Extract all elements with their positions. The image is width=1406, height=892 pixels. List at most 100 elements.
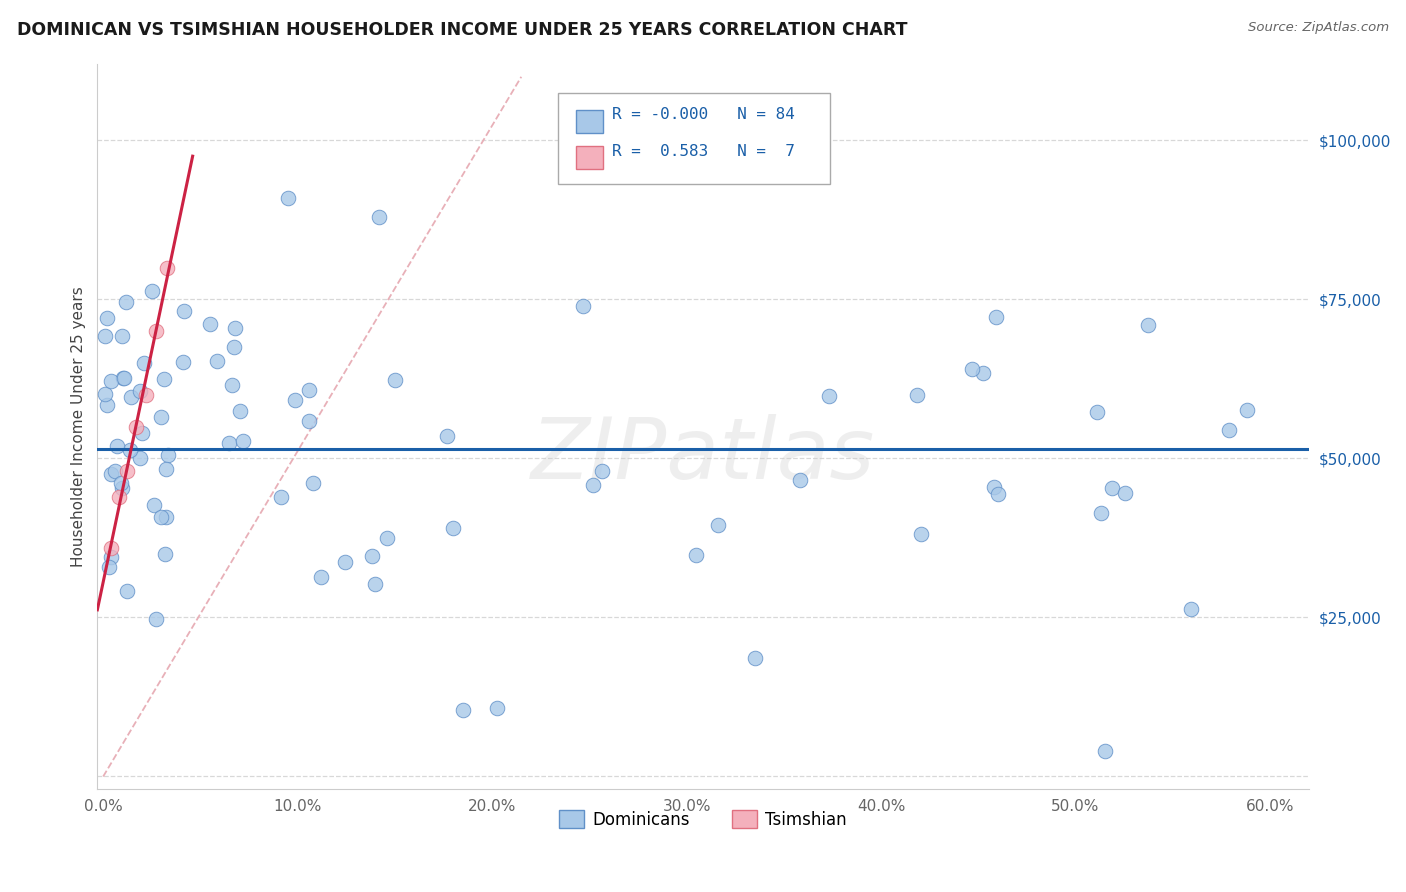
Point xyxy=(571,299,593,313)
Point xyxy=(111,481,134,495)
Point xyxy=(363,577,385,591)
Point xyxy=(1218,423,1240,437)
Point xyxy=(1180,601,1202,615)
Point xyxy=(100,550,122,565)
Point xyxy=(172,355,194,369)
Bar xyxy=(576,110,603,133)
Point xyxy=(153,371,176,385)
Point xyxy=(120,442,142,457)
Point xyxy=(270,490,292,504)
Point xyxy=(134,356,156,370)
Point xyxy=(384,373,406,387)
Point xyxy=(125,419,148,434)
Point xyxy=(100,374,122,388)
Point xyxy=(207,354,229,368)
Point xyxy=(1094,744,1116,758)
Point xyxy=(232,434,254,448)
Point xyxy=(114,294,136,309)
Point xyxy=(135,388,157,402)
Point xyxy=(100,467,122,481)
Point xyxy=(222,340,245,354)
Point xyxy=(112,371,135,385)
Point xyxy=(155,509,177,524)
Point xyxy=(277,191,299,205)
Point xyxy=(156,260,179,275)
Point xyxy=(1137,318,1160,333)
Point xyxy=(1090,506,1112,520)
Point xyxy=(100,541,122,555)
Legend: Dominicans, Tsimshian: Dominicans, Tsimshian xyxy=(553,804,853,835)
Point xyxy=(335,555,357,569)
Point xyxy=(111,329,134,343)
Point xyxy=(150,509,173,524)
Point xyxy=(198,318,221,332)
Point xyxy=(131,425,153,440)
Point xyxy=(107,490,129,504)
Point xyxy=(591,464,613,478)
Text: Source: ZipAtlas.com: Source: ZipAtlas.com xyxy=(1249,21,1389,35)
Point xyxy=(436,429,458,443)
Point xyxy=(685,549,707,563)
Text: DOMINICAN VS TSIMSHIAN HOUSEHOLDER INCOME UNDER 25 YEARS CORRELATION CHART: DOMINICAN VS TSIMSHIAN HOUSEHOLDER INCOM… xyxy=(17,21,907,39)
Point xyxy=(107,439,129,453)
Point xyxy=(110,475,132,490)
Point xyxy=(145,324,167,338)
Point xyxy=(94,386,117,401)
Point xyxy=(972,366,994,380)
Point xyxy=(221,377,243,392)
Point xyxy=(910,526,932,541)
Point xyxy=(360,549,382,563)
Point xyxy=(94,328,117,343)
Point xyxy=(157,449,180,463)
Point xyxy=(120,391,142,405)
Point xyxy=(983,480,1005,494)
Point xyxy=(441,521,464,535)
Text: ZIPatlas: ZIPatlas xyxy=(531,414,876,497)
Point xyxy=(115,584,138,599)
Point xyxy=(104,464,127,478)
Point xyxy=(582,478,605,492)
Point xyxy=(224,321,246,335)
Point xyxy=(960,362,983,376)
Point xyxy=(229,404,252,418)
Point xyxy=(744,650,766,665)
Text: R = -0.000   N = 84: R = -0.000 N = 84 xyxy=(612,107,796,122)
Point xyxy=(173,304,195,318)
Point xyxy=(905,388,928,402)
Point xyxy=(155,462,177,476)
Point xyxy=(129,451,152,466)
Point xyxy=(129,384,152,399)
Point xyxy=(1114,486,1136,500)
Point xyxy=(1236,402,1258,417)
Point xyxy=(96,311,118,326)
Point xyxy=(486,701,509,715)
Point xyxy=(451,703,474,717)
Point xyxy=(111,371,134,385)
Point xyxy=(986,310,1008,324)
Point xyxy=(987,487,1010,501)
Point xyxy=(368,210,391,224)
Y-axis label: Householder Income Under 25 years: Householder Income Under 25 years xyxy=(72,286,86,567)
Text: R =  0.583   N =  7: R = 0.583 N = 7 xyxy=(612,144,796,159)
FancyBboxPatch shape xyxy=(558,93,831,184)
Bar xyxy=(576,146,603,169)
Point xyxy=(375,532,398,546)
Point xyxy=(145,611,167,625)
Point xyxy=(218,436,240,450)
Point xyxy=(96,399,118,413)
Point xyxy=(707,517,730,532)
Point xyxy=(153,547,176,561)
Point xyxy=(115,464,138,478)
Point xyxy=(284,392,307,407)
Point xyxy=(98,559,121,574)
Point xyxy=(1101,481,1123,495)
Point xyxy=(298,414,321,428)
Point xyxy=(298,384,321,398)
Point xyxy=(302,476,325,491)
Point xyxy=(789,473,811,487)
Point xyxy=(1087,405,1109,419)
Point xyxy=(817,389,839,403)
Point xyxy=(142,498,165,512)
Point xyxy=(141,284,163,298)
Point xyxy=(309,570,332,584)
